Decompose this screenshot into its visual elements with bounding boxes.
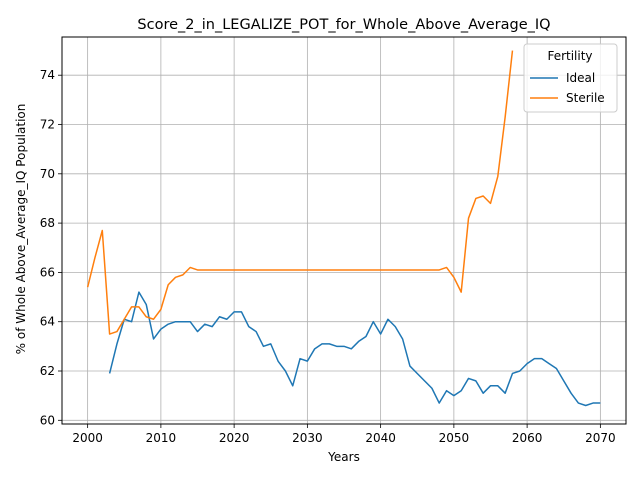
- y-tick-label: 72: [40, 118, 55, 132]
- x-tick-label: 2060: [512, 431, 543, 445]
- x-axis-ticks: 2000 2010 2020 2030 2040 2050 2060 2070: [72, 424, 616, 445]
- x-tick-label: 2040: [365, 431, 396, 445]
- chart-title: Score_2_in_LEGALIZE_POT_for_Whole_Above_…: [137, 17, 550, 33]
- legend-box: [523, 43, 618, 113]
- x-tick-label: 2050: [439, 431, 470, 445]
- y-axis-ticks: 60 62 64 66 68 70 72 74: [40, 68, 62, 427]
- y-tick-label: 60: [40, 413, 55, 427]
- x-axis-label: Years: [327, 450, 360, 464]
- y-tick-label: 68: [40, 216, 55, 230]
- y-tick-label: 70: [40, 167, 55, 181]
- x-tick-label: 2020: [219, 431, 250, 445]
- x-tick-label: 2070: [585, 431, 616, 445]
- series-line-sterile: [86, 50, 514, 335]
- legend-title: Fertility: [547, 49, 592, 63]
- series-line-ideal: [108, 291, 601, 407]
- legend: Fertility Ideal Sterile: [523, 43, 618, 113]
- y-tick-label: 66: [40, 265, 55, 279]
- legend-label-ideal: Ideal: [566, 71, 595, 85]
- y-tick-label: 64: [40, 315, 55, 329]
- x-tick-label: 2000: [72, 431, 103, 445]
- y-axis-label: % of Whole Above_Average_IQ Population: [14, 104, 28, 355]
- series-lines: [86, 50, 601, 407]
- x-tick-label: 2010: [146, 431, 177, 445]
- x-tick-label: 2030: [292, 431, 323, 445]
- grid: [62, 37, 626, 424]
- y-tick-label: 74: [40, 68, 55, 82]
- y-tick-label: 62: [40, 364, 55, 378]
- plot-frame: [61, 36, 627, 425]
- legend-label-sterile: Sterile: [566, 91, 605, 105]
